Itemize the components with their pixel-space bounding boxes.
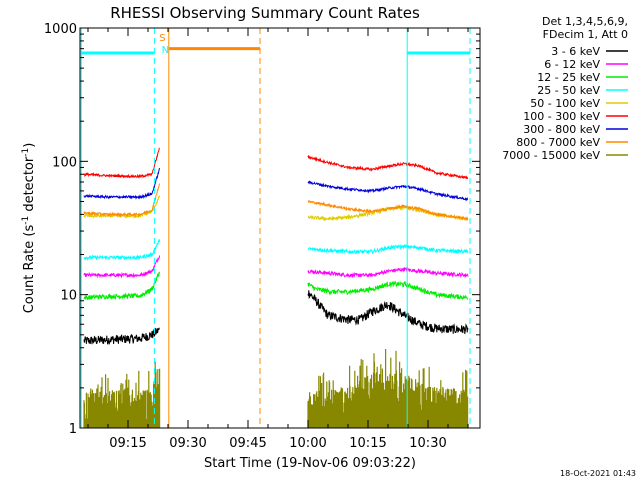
y-tick-label: 1000	[44, 22, 77, 37]
series-line	[83, 239, 161, 261]
flag-label: S	[159, 33, 165, 44]
series-line	[83, 167, 161, 200]
series-line	[307, 154, 469, 179]
series-line	[83, 327, 160, 345]
x-tick-label: 10:30	[409, 436, 446, 451]
legend-header-line: Det 1,3,4,5,6,9,	[542, 15, 628, 28]
y-tick-label: 10	[60, 289, 77, 304]
y-tick-label: 100	[52, 155, 77, 170]
series-line	[83, 361, 161, 428]
chart-title: RHESSI Observing Summary Count Rates	[110, 4, 420, 22]
x-tick-label: 10:15	[349, 436, 386, 451]
plot-frame	[79, 27, 481, 429]
legend-label: 25 - 50 keV	[537, 84, 600, 97]
series-line	[83, 255, 161, 279]
y-axis-label: Count Rate (s-1 detector-1)	[21, 143, 37, 314]
series-line	[307, 280, 469, 300]
x-tick-label: 09:30	[169, 436, 206, 451]
series-line	[307, 199, 469, 222]
footer-timestamp: 18-Oct-2021 01:43	[560, 469, 636, 478]
y-tick-label: 1	[69, 422, 77, 437]
x-tick-label: 09:15	[109, 436, 146, 451]
y-axis-label-part: )	[22, 143, 37, 148]
y-axis-label-superscript: -1	[21, 216, 31, 225]
legend-label: 800 - 7000 keV	[516, 136, 600, 149]
legend-label: 6 - 12 keV	[544, 58, 600, 71]
series-line	[307, 243, 469, 255]
series-line	[83, 183, 161, 218]
legend-label: 12 - 25 keV	[537, 71, 600, 84]
y-axis-label-part: detector	[22, 156, 37, 216]
x-tick-label: 10:00	[289, 436, 326, 451]
x-tick-label: 09:45	[229, 436, 266, 451]
series-line	[307, 180, 469, 202]
axes: 1 10 100 1000 09:15 09:30 09:45 10:00 10:15 10:30	[44, 22, 481, 451]
series-group	[80, 28, 471, 428]
y-axis-label-superscript: -1	[21, 148, 31, 157]
flag-label: N	[162, 45, 169, 56]
series-line	[83, 271, 161, 301]
legend: Det 1,3,4,5,6,9, FDecim 1, Att 0 3 - 6 k…	[502, 15, 628, 162]
series-line	[307, 349, 469, 428]
legend-header-line: FDecim 1, Att 0	[543, 28, 628, 41]
y-axis-label-part: Count Rate (s	[22, 225, 37, 314]
legend-label: 100 - 300 keV	[523, 110, 600, 123]
series-line	[307, 266, 469, 279]
series-line	[307, 290, 469, 335]
series-line	[83, 147, 160, 179]
legend-label: 300 - 800 keV	[523, 123, 600, 136]
legend-label: 50 - 100 keV	[530, 97, 600, 110]
legend-label: 7000 - 15000 keV	[502, 149, 600, 162]
x-axis-label: Start Time (19-Nov-06 09:03:22)	[204, 456, 416, 471]
legend-label: 3 - 6 keV	[551, 45, 600, 58]
plot-area: SN	[80, 28, 471, 428]
